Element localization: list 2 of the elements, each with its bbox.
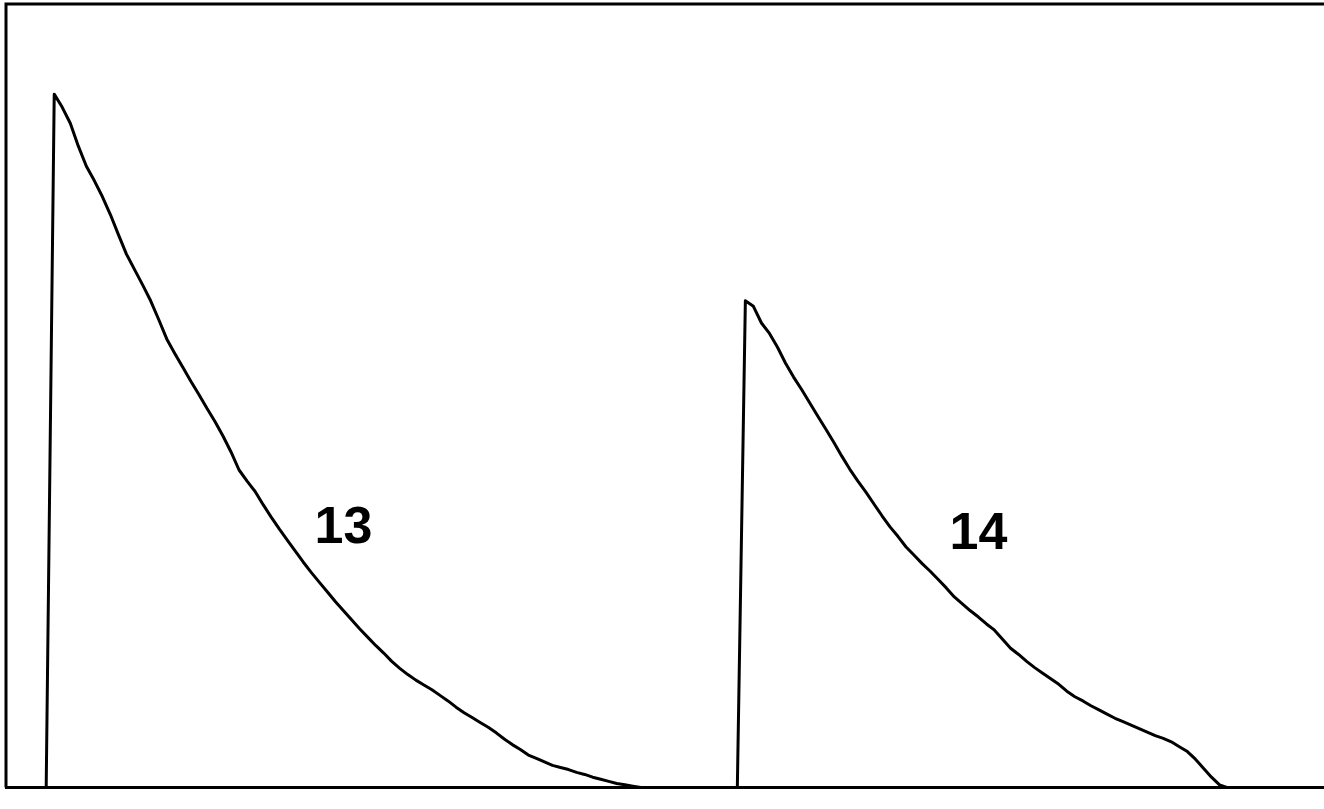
- series-label: 13: [314, 496, 373, 555]
- series-label: 14: [949, 502, 1008, 561]
